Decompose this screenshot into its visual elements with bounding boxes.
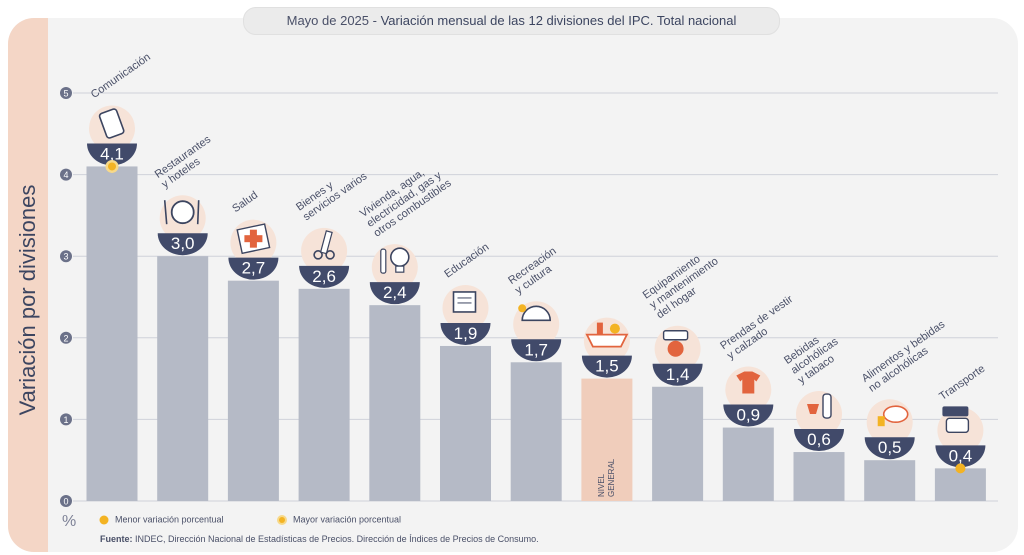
value-label: 2,7	[242, 259, 266, 278]
value-bubble	[511, 339, 562, 362]
category-label: Transporte	[937, 363, 987, 403]
value-label: 1,7	[524, 340, 548, 359]
y-tick-label: 1	[63, 415, 68, 425]
y-tick-dot	[60, 87, 72, 99]
category-label: Vivienda, agua,electricidad, gas yotros …	[358, 157, 454, 239]
legend-max-marker	[277, 515, 287, 525]
category-label: Restaurantesy hoteles	[153, 133, 221, 190]
y-tick-dot	[60, 331, 72, 344]
scissors-comb-icon	[313, 230, 335, 260]
category-label: Alimentos y bebidasno alcohólicas	[860, 318, 955, 394]
legend-min: Menor variación porcentual	[98, 514, 224, 526]
y-tick-label: 3	[63, 252, 68, 262]
category-label: Educación	[442, 241, 491, 280]
category-label: Recreacióny cultura	[506, 245, 565, 297]
bar	[793, 452, 845, 501]
basket-icon	[585, 322, 629, 348]
y-tick-dot	[60, 413, 72, 426]
bar	[86, 166, 138, 501]
bar	[722, 427, 774, 501]
category-label: NIVELGENERAL	[597, 458, 616, 497]
max-marker-core	[108, 162, 116, 171]
bottle-icon	[807, 393, 832, 419]
y-axis-title-band	[8, 18, 48, 552]
value-bubble	[299, 265, 350, 288]
min-marker	[955, 463, 966, 474]
y-tick-dot	[60, 168, 72, 181]
value-label: 2,6	[312, 267, 336, 286]
value-label: 0,4	[949, 446, 973, 465]
groceries-icon	[877, 405, 909, 427]
value-bubble	[652, 363, 703, 386]
value-bubble	[440, 322, 491, 345]
value-bubble	[794, 429, 844, 452]
y-unit-label: %	[62, 513, 77, 530]
category-label: Bienes yservicios varios	[294, 160, 370, 223]
title-separator: -	[369, 13, 381, 28]
value-bubble	[864, 437, 915, 460]
appliances-icon	[662, 330, 689, 357]
value-label: 0,9	[736, 406, 760, 425]
y-tick-label: 4	[63, 170, 68, 180]
value-bubble	[87, 143, 137, 166]
medical-cross-icon	[236, 223, 271, 255]
source-text: INDEC, Dirección Nacional de Estadística…	[132, 534, 539, 544]
value-label: 1,4	[666, 365, 690, 384]
y-tick-label: 0	[63, 497, 68, 507]
legend-max-label: Mayor variación porcentual	[293, 514, 402, 525]
value-label: 1,5	[595, 357, 619, 376]
value-label: 4,1	[100, 144, 124, 163]
legend-max: Mayor variación porcentual	[276, 514, 401, 526]
category-label: Equipamientoy mantenimientodel hogar	[641, 245, 728, 321]
value-bubble	[157, 233, 208, 256]
value-bubble	[581, 355, 632, 378]
value-label: 1,9	[454, 324, 478, 343]
clothing-icon	[736, 371, 761, 394]
bar	[510, 362, 562, 501]
bar	[934, 468, 986, 501]
bar	[652, 386, 704, 501]
value-label: 2,4	[383, 283, 407, 302]
value-label: 0,5	[878, 438, 902, 457]
source-note: Fuente: INDEC, Dirección Nacional de Est…	[100, 534, 539, 544]
bar	[157, 256, 209, 501]
value-bubble	[369, 282, 420, 305]
value-bubble	[723, 404, 774, 427]
bar	[369, 305, 421, 501]
value-bubble	[228, 257, 279, 280]
y-tick-label: 5	[63, 89, 68, 99]
value-label: 3,0	[171, 234, 195, 253]
y-tick-dot	[60, 495, 72, 507]
source-label: Fuente:	[100, 534, 133, 544]
lightbulb-tools-icon	[380, 247, 410, 274]
value-label: 0,6	[807, 430, 831, 449]
books-icon	[452, 291, 477, 313]
value-bubble	[935, 445, 986, 468]
title-date: Mayo de 2025	[286, 13, 370, 28]
category-label: Bebidasalcohólicasy tabaco	[782, 326, 848, 387]
bar	[227, 280, 279, 501]
phone-icon	[98, 108, 125, 139]
category-label: Salud	[230, 189, 260, 215]
bar	[440, 345, 491, 501]
y-tick-label: 2	[63, 333, 68, 343]
legend-min-marker	[99, 515, 109, 525]
bus-icon	[942, 406, 970, 434]
bar	[298, 288, 350, 501]
bar	[581, 378, 633, 501]
chart-title: Mayo de 2025 - Variación mensual de las …	[243, 7, 780, 35]
bar	[864, 460, 916, 501]
title-text: Variación mensual de las 12 divisiones d…	[380, 13, 737, 28]
cutlery-icon	[163, 200, 200, 225]
legend-min-label: Menor variación porcentual	[115, 514, 224, 525]
beach-umbrella-icon	[518, 304, 552, 322]
y-tick-dot	[60, 250, 72, 263]
